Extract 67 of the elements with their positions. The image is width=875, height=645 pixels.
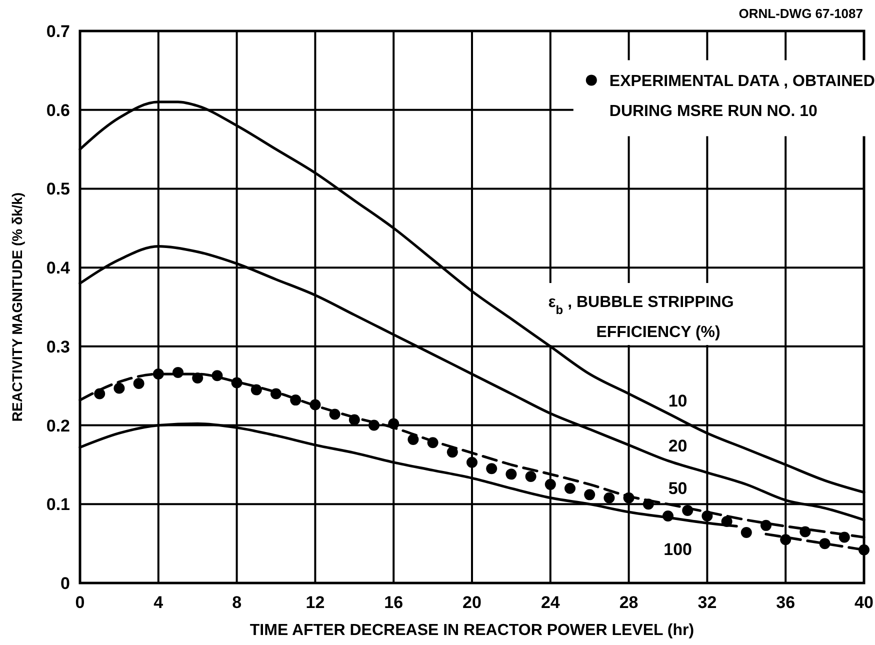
point xyxy=(270,388,282,400)
point xyxy=(94,388,106,400)
point xyxy=(544,478,556,490)
point xyxy=(368,420,380,431)
series-label: 20 xyxy=(668,436,688,456)
point xyxy=(192,372,204,384)
x-axis-title: TIME AFTER DECREASE IN REACTOR POWER LEVEL (hr) xyxy=(250,622,694,639)
point xyxy=(231,377,242,388)
point xyxy=(348,414,360,426)
x-tick-label: 8 xyxy=(232,593,242,612)
point xyxy=(702,510,713,522)
point xyxy=(329,408,340,420)
y-tick-label: 0.4 xyxy=(46,258,71,278)
y-tick-label: 0.6 xyxy=(46,100,70,120)
point xyxy=(388,418,400,430)
point xyxy=(250,384,262,396)
x-tick-label: 24 xyxy=(540,593,560,612)
point xyxy=(525,471,536,482)
point xyxy=(212,370,223,382)
point xyxy=(760,520,772,531)
x-tick-label: 32 xyxy=(698,593,717,612)
y-tick-label: 0.2 xyxy=(46,416,70,436)
series-label: 50 xyxy=(668,479,688,498)
point xyxy=(133,378,144,389)
point xyxy=(838,532,850,543)
point xyxy=(721,516,732,527)
point xyxy=(584,489,596,500)
point xyxy=(486,463,498,474)
point xyxy=(446,446,458,458)
x-tick-label: 0 xyxy=(75,593,85,612)
x-tick-label: 28 xyxy=(619,593,638,612)
point xyxy=(662,510,674,522)
point xyxy=(780,534,792,546)
point xyxy=(800,526,811,538)
point xyxy=(466,456,478,468)
point xyxy=(623,492,634,504)
point xyxy=(564,482,576,494)
point xyxy=(408,434,419,445)
point xyxy=(506,468,517,480)
point xyxy=(427,437,438,448)
text: ORNL-DWG 67-1087 xyxy=(738,6,863,21)
x-tick-label: 12 xyxy=(306,593,325,612)
point xyxy=(642,498,654,510)
point xyxy=(682,504,694,516)
point xyxy=(290,394,302,406)
point xyxy=(172,366,184,378)
x-tick-label: 40 xyxy=(854,593,874,612)
point xyxy=(604,492,615,504)
point xyxy=(740,527,752,538)
point xyxy=(114,382,125,394)
y-tick-label: 0.1 xyxy=(46,495,70,514)
legend-label: EXPERIMENTAL DATA , OBTAINED DURING MSRE RUN NO. 10 xyxy=(609,73,875,120)
point xyxy=(152,368,164,380)
series-label: 100 xyxy=(664,540,692,559)
x-tick-label: 4 xyxy=(154,593,164,612)
y-tick-label: 0.7 xyxy=(46,22,70,41)
x-tick-label: 36 xyxy=(776,593,796,612)
series-label: 10 xyxy=(668,391,688,410)
point xyxy=(819,538,830,550)
legend-title: ε$_{b}$ , BUBBLE STRIPPING EFFICIENCY (%) xyxy=(548,294,734,341)
y-tick-label: 0.5 xyxy=(46,180,70,199)
point xyxy=(310,399,321,410)
y-tick-label: 0.3 xyxy=(46,337,70,356)
y-tick-label: 0 xyxy=(60,574,70,593)
x-tick-label: 16 xyxy=(384,593,404,612)
y-axis-title: REACTIVITY MAGNITUDE (% δk/k) xyxy=(9,192,25,422)
x-tick-label: 20 xyxy=(462,593,482,612)
